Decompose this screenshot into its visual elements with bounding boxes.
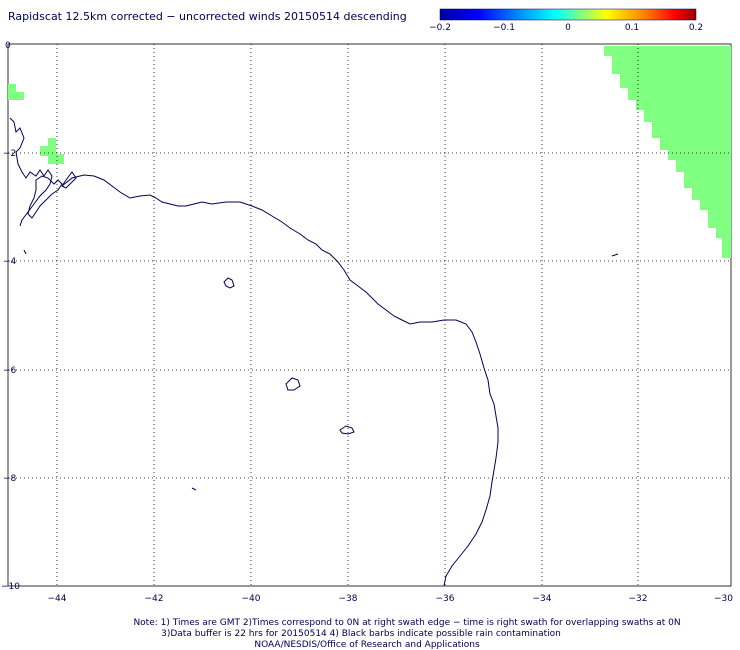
- coastline-west: [9, 117, 53, 227]
- x-tick-label: −40: [242, 594, 261, 604]
- x-tick-label: −42: [145, 594, 164, 604]
- x-tick-label: −38: [339, 594, 358, 604]
- colorbar-label: −0.2: [429, 23, 451, 33]
- island: [611, 253, 619, 257]
- colorbar-label: −0.1: [493, 23, 515, 33]
- map-frame: [7, 43, 732, 587]
- island: [23, 249, 27, 255]
- x-tick-label: −30: [714, 594, 733, 604]
- y-tick-label: −10: [1, 582, 20, 592]
- coastline-main: [61, 174, 499, 587]
- swath-region-west: [40, 146, 48, 156]
- grid: [8, 44, 731, 586]
- x-axis: −44 −42 −40 −38 −36 −34 −32 −30: [48, 594, 734, 604]
- note-line-3: NOAA/NESDIS/Office of Research and Appli…: [254, 640, 480, 650]
- swath-region-west: [56, 154, 64, 164]
- colorbar: −0.2 −0.1 0 0.1 0.2: [429, 8, 703, 33]
- swath-region-northeast: [604, 46, 731, 258]
- swath-region-west: [8, 84, 16, 100]
- x-tick-label: −36: [436, 594, 455, 604]
- map-title: Rapidscat 12.5km corrected − uncorrected…: [8, 10, 407, 23]
- island: [191, 487, 197, 491]
- swath-region-west: [16, 92, 24, 100]
- note-line-2: 3)Data buffer is 22 hrs for 20150514 4) …: [161, 629, 561, 639]
- colorbar-label: 0: [565, 23, 571, 33]
- y-tick-label: −6: [3, 366, 17, 376]
- y-tick-label: −8: [3, 474, 17, 484]
- colorbar-gradient: [439, 8, 697, 21]
- y-tick-label: 0: [5, 41, 11, 51]
- coastline: [9, 117, 499, 587]
- y-tick-label: −2: [3, 149, 16, 159]
- swath-data-regions: [8, 46, 731, 258]
- y-axis: 0 −2 −4 −6 −8 −10: [1, 41, 20, 592]
- island: [223, 277, 235, 289]
- x-tick-label: −32: [629, 594, 648, 604]
- coastline-inlet: [61, 171, 77, 189]
- notes: Note: 1) Times are GMT 2)Times correspon…: [133, 618, 680, 650]
- colorbar-label: 0.2: [689, 23, 703, 33]
- x-tick-label: −44: [48, 594, 67, 604]
- colorbar-label: 0.1: [625, 23, 639, 33]
- swath-region-west: [48, 138, 56, 164]
- island: [285, 377, 301, 391]
- coastline-west: [27, 175, 63, 219]
- islands: [23, 249, 619, 491]
- y-tick-label: −4: [3, 257, 17, 267]
- note-line-1: Note: 1) Times are GMT 2)Times correspon…: [133, 618, 680, 628]
- x-tick-label: −34: [533, 594, 552, 604]
- island: [339, 425, 355, 435]
